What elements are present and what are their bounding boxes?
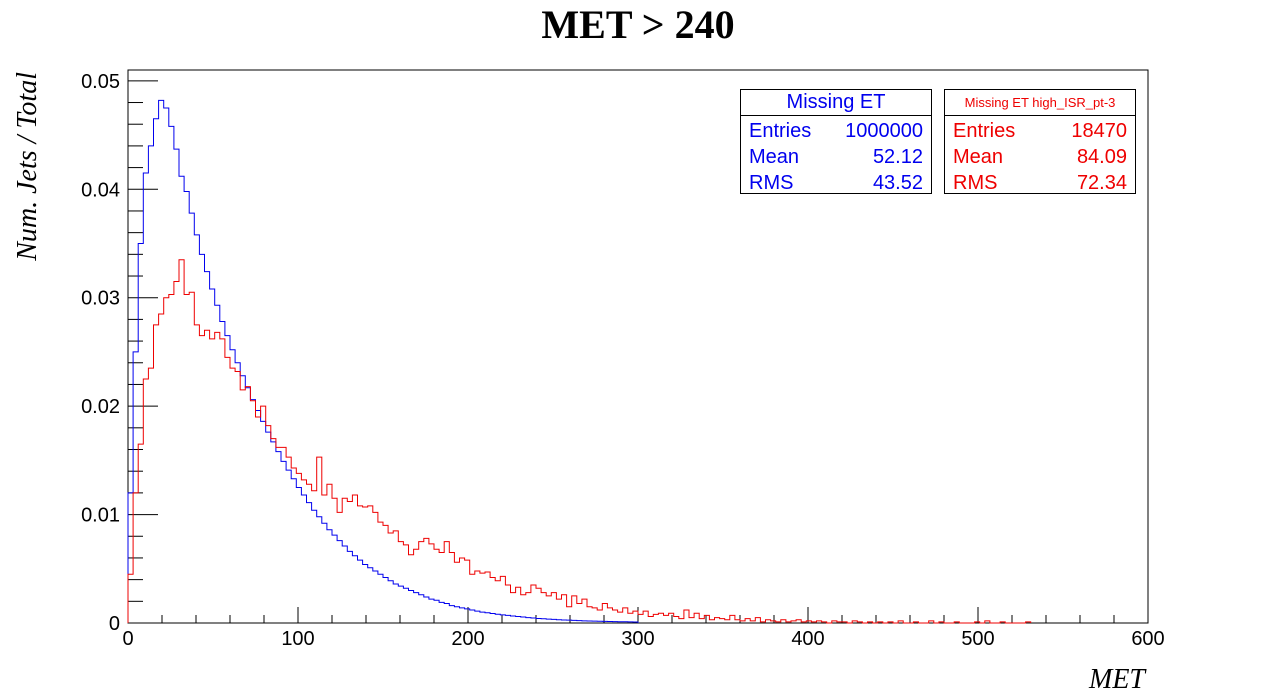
x-tick-label: 300 <box>621 628 654 650</box>
stats-box-missing-et-high-isr: Missing ET high_ISR_pt-3 Entries 18470 M… <box>944 89 1136 194</box>
x-axis-title: MET <box>1088 664 1147 692</box>
y-tick-label: 0.04 <box>81 179 120 201</box>
x-tick-label: 600 <box>1131 628 1164 650</box>
x-tick-label: 200 <box>451 628 484 650</box>
stats-label: Entries <box>749 120 812 142</box>
stats-label: RMS <box>749 172 794 194</box>
stats-row-entries: Entries 18470 <box>945 118 1135 144</box>
series-missing-et <box>127 99 639 623</box>
y-axis: 0 0.01 0.02 0.03 0.04 0.05 <box>81 71 158 635</box>
stats-row-mean: Mean 84.09 <box>945 144 1135 170</box>
y-tick-label: 0.05 <box>81 71 120 93</box>
stats-row-rms: RMS 43.52 <box>741 170 931 196</box>
stats-row-rms: RMS 72.34 <box>945 170 1135 196</box>
stats-value: 72.34 <box>1076 172 1127 194</box>
x-tick-label: 500 <box>961 628 994 650</box>
stats-title: Missing ET high_ISR_pt-3 <box>945 90 1135 116</box>
stats-row-entries: Entries 1000000 <box>741 118 931 144</box>
y-tick-label: 0.01 <box>81 505 120 527</box>
y-axis-title: Num. Jets / Total <box>12 72 43 262</box>
y-tick-label: 0.03 <box>81 288 120 310</box>
chart-title: MET > 240 <box>541 2 734 47</box>
x-tick-label: 400 <box>791 628 824 650</box>
y-tick-label: 0.02 <box>81 396 120 418</box>
stats-row-mean: Mean 52.12 <box>741 144 931 170</box>
stats-value: 43.52 <box>872 172 923 194</box>
series-missing-et-high-isr <box>127 259 1032 624</box>
stats-value: 18470 <box>1071 120 1127 142</box>
x-tick-label: 0 <box>122 628 133 650</box>
stats-box-missing-et: Missing ET Entries 1000000 Mean 52.12 RM… <box>740 89 932 194</box>
series-layer <box>127 99 1032 624</box>
stats-value: 1000000 <box>845 120 923 142</box>
stats-value: 84.09 <box>1076 146 1127 168</box>
stats-label: Mean <box>749 146 800 168</box>
y-tick-label: 0 <box>109 613 120 635</box>
stats-value: 52.12 <box>872 146 923 168</box>
x-axis: 0 100 200 300 400 500 600 <box>122 607 1165 650</box>
stats-label: Mean <box>953 146 1004 168</box>
stats-label: RMS <box>953 172 998 194</box>
stats-title: Missing ET <box>741 90 931 116</box>
x-tick-label: 100 <box>281 628 314 650</box>
stats-label: Entries <box>953 120 1016 142</box>
